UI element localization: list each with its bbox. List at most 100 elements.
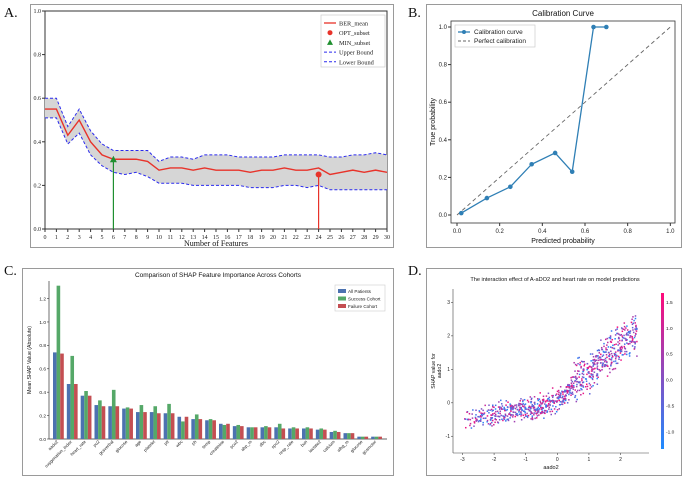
scatter-point <box>625 353 628 356</box>
scatter-point <box>611 347 614 349</box>
scatter-point <box>589 353 592 355</box>
scatter-point <box>619 352 622 354</box>
scatter-point <box>574 394 577 397</box>
scatter-point <box>604 338 607 341</box>
scatter-point <box>525 415 527 417</box>
scatter-point <box>487 409 490 411</box>
scatter-point <box>554 412 557 415</box>
scatter-point <box>564 389 566 392</box>
scatter-point <box>599 362 602 364</box>
scatter-point <box>558 408 560 410</box>
scatter-point <box>579 383 582 386</box>
scatter-point <box>482 417 485 420</box>
scatter-point <box>533 396 536 398</box>
legend-label: All Patients <box>348 289 372 294</box>
scatter-point <box>591 377 594 380</box>
scatter-point <box>550 400 553 402</box>
scatter-point <box>480 416 482 418</box>
scatter-point <box>595 354 598 357</box>
scatter-point <box>575 377 577 379</box>
scatter-point <box>564 399 567 402</box>
scatter-point <box>530 411 533 413</box>
scatter-point <box>520 398 522 400</box>
scatter-point <box>505 404 507 406</box>
scatter-point <box>530 398 533 401</box>
scatter-point <box>510 410 512 412</box>
scatter-point <box>630 340 632 343</box>
scatter-point <box>614 367 617 370</box>
scatter-point <box>579 381 581 384</box>
scatter-point <box>545 405 547 407</box>
scatter-point <box>498 415 501 418</box>
scatter-point <box>514 404 516 407</box>
chart-title: Calibration Curve <box>532 9 594 18</box>
scatter-point <box>578 356 580 359</box>
scatter-point <box>548 396 551 399</box>
scatter-point <box>507 419 510 422</box>
bar-failure-cohort <box>212 420 216 439</box>
scatter-point <box>568 384 570 387</box>
scatter-point <box>625 327 627 329</box>
x-tick-label: 13 <box>190 235 196 241</box>
legend-label: Upper Bound <box>339 50 374 57</box>
scatter-point <box>520 407 523 410</box>
scatter-point <box>489 422 492 425</box>
scatter-point <box>550 413 552 416</box>
scatter-point <box>541 409 543 411</box>
scatter-point <box>551 394 553 397</box>
scatter-point <box>506 415 509 417</box>
scatter-point <box>580 360 583 363</box>
scatter-point <box>533 409 535 411</box>
scatter-point <box>595 356 597 358</box>
scatter-point <box>592 355 595 358</box>
scatter-point <box>511 406 513 408</box>
scatter-point <box>581 379 583 382</box>
bar-failure-cohort <box>295 428 299 439</box>
scatter-point <box>494 421 496 424</box>
scatter-point <box>499 412 501 415</box>
scatter-point <box>634 341 636 344</box>
scatter-point <box>635 324 637 327</box>
scatter-point <box>508 413 510 415</box>
scatter-point <box>605 359 607 362</box>
scatter-point <box>562 398 565 400</box>
scatter-point <box>506 418 508 421</box>
scatter-point <box>574 379 576 382</box>
bar-failure-cohort <box>378 436 382 439</box>
scatter-point <box>575 391 578 393</box>
scatter-point <box>497 406 500 408</box>
scatter-point <box>631 339 634 342</box>
scatter-point <box>570 382 573 384</box>
x-tick-label: 0 <box>44 235 47 241</box>
legend-label: Lower Bound <box>339 59 375 66</box>
scatter-point <box>634 343 636 345</box>
scatter-point <box>470 427 473 429</box>
x-tick-label: 2 <box>66 235 69 241</box>
scatter-point <box>629 336 631 339</box>
scatter-point <box>624 337 626 340</box>
category-label: temp <box>201 439 212 450</box>
scatter-point <box>526 408 528 410</box>
scatter-point <box>620 348 623 351</box>
scatter-point <box>534 410 537 412</box>
scatter-point <box>624 350 626 353</box>
x-tick-label: 0.0 <box>453 229 462 235</box>
scatter-point <box>545 406 547 408</box>
scatter-point <box>591 353 594 355</box>
scatter-point <box>475 419 477 422</box>
scatter-point <box>545 400 547 402</box>
scatter-point <box>570 394 572 396</box>
bar-success-cohort <box>277 423 282 439</box>
scatter-point <box>527 414 530 417</box>
scatter-point <box>497 412 500 414</box>
scatter-point <box>479 415 482 417</box>
scatter-point <box>542 400 545 403</box>
scatter-point <box>486 410 489 412</box>
scatter-point <box>581 388 583 391</box>
scatter-point <box>587 366 590 369</box>
scatter-point <box>618 356 621 359</box>
scatter-point <box>619 339 621 342</box>
scatter-point <box>613 360 615 363</box>
category-label: wbc <box>175 439 185 449</box>
x-tick-label: 16 <box>224 235 230 241</box>
